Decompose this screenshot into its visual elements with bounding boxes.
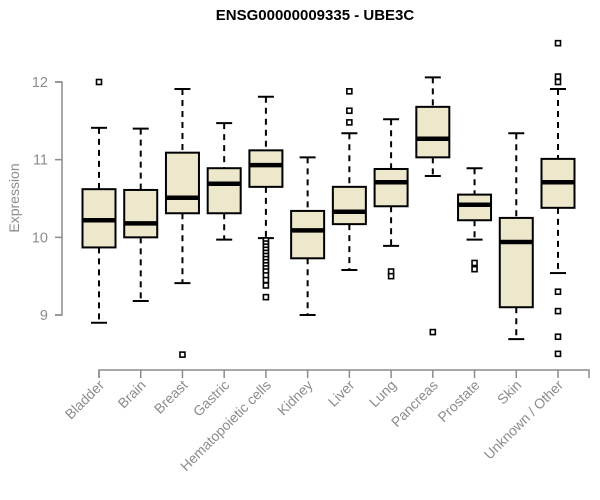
y-tick-label: 11 [33, 153, 48, 169]
x-axis-category-label: Prostate [434, 377, 482, 425]
iqr-box [373, 167, 409, 208]
boxplot-group-gastric [206, 122, 242, 241]
boxplot-group-prostate [457, 167, 493, 273]
outlier-marker [554, 78, 562, 86]
x-axis-category-label: Bladder [62, 377, 108, 423]
boxplot-group-skin [498, 132, 534, 341]
iqr-box [290, 209, 326, 260]
boxplot-group-breast [164, 87, 200, 358]
outlier-marker [262, 293, 270, 301]
outlier-marker [262, 282, 270, 289]
boxplot-group-pancreas [415, 76, 451, 336]
x-axis-category-label: Brain [114, 377, 148, 411]
iqr-box [248, 149, 284, 188]
x-axis-category-label: Breast [151, 377, 191, 417]
x-axis-line [98, 369, 590, 378]
outlier-marker [95, 78, 103, 86]
boxplot-group-liver [331, 88, 367, 271]
outlier-marker [554, 333, 562, 341]
iqr-box [415, 105, 451, 159]
boxplot-group-hematopoietic-cells [248, 95, 284, 301]
outlier-marker [471, 259, 478, 267]
boxplot-group-unknown-other [540, 39, 576, 358]
y-tick-label: 12 [32, 75, 48, 91]
iqr-box [164, 151, 200, 215]
x-axis-category-label: Liver [325, 377, 358, 410]
outlier-marker [554, 39, 562, 47]
y-tick-label: 9 [40, 308, 48, 324]
y-axis-line [55, 81, 63, 316]
iqr-box [457, 193, 493, 222]
outlier-marker [387, 272, 395, 280]
iqr-box [123, 188, 159, 239]
y-axis-title: Expression [6, 163, 22, 233]
boxplot-group-brain [123, 127, 159, 303]
y-tick-label: 10 [32, 230, 48, 246]
boxplot-group-bladder [81, 78, 117, 324]
boxplot-group-kidney [290, 156, 326, 316]
outlier-marker [346, 88, 353, 95]
x-axis-category-label: Unknown / Other [481, 377, 567, 463]
outlier-marker [471, 265, 478, 273]
outlier-marker [554, 288, 562, 296]
iqr-box [206, 167, 242, 215]
boxplot-group-lung [373, 118, 409, 280]
x-axis-category-label: Lung [366, 377, 399, 410]
chart-title: ENSG00000009335 - UBE3C [215, 7, 415, 24]
outlier-marker [346, 107, 353, 115]
x-axis-category-label: Skin [494, 377, 525, 408]
outlier-marker [262, 276, 270, 284]
iqr-box [331, 185, 367, 226]
outlier-marker [554, 350, 562, 358]
x-axis-category-label: Kidney [274, 377, 316, 419]
iqr-box [498, 216, 534, 309]
outlier-marker [554, 307, 562, 315]
outlier-marker [429, 328, 437, 336]
outlier-marker [179, 351, 186, 358]
outlier-marker [346, 119, 353, 126]
outlier-marker [554, 73, 562, 80]
